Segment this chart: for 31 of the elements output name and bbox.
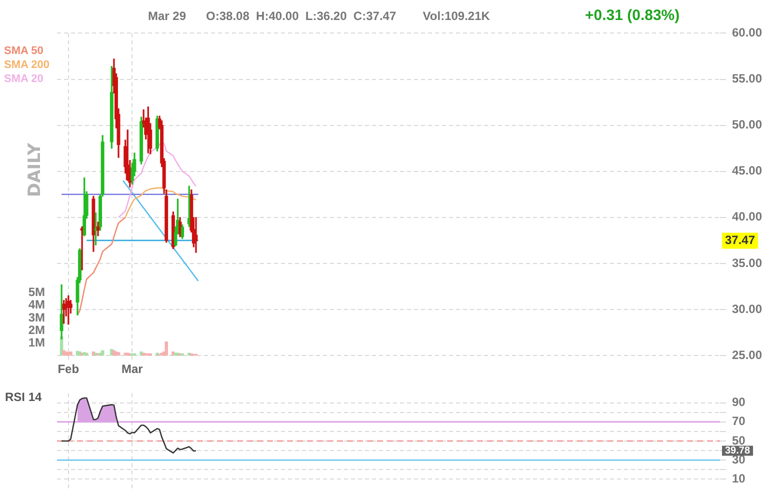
y-tick-label: 25.00 xyxy=(732,348,762,362)
bar xyxy=(116,352,120,356)
bar xyxy=(164,341,168,356)
y-tick-label: 30.00 xyxy=(732,302,762,316)
text: 39.78 xyxy=(725,446,750,457)
y-tick-label: 90 xyxy=(732,395,746,410)
text: SMA 20 xyxy=(4,72,44,86)
y2-tick-label: 3M xyxy=(28,310,45,324)
y2-tick-label: 4M xyxy=(28,298,45,312)
y-tick-label: 40.00 xyxy=(732,210,762,224)
text: DAILY xyxy=(25,142,45,198)
y-tick-label: 55.00 xyxy=(732,72,762,86)
y-tick-label: 70 xyxy=(732,414,746,428)
x-tick-label: Mar xyxy=(122,362,144,376)
y-tick-label: 60.00 xyxy=(732,26,762,40)
text: SMA 50 xyxy=(4,44,44,58)
y2-tick-label: 1M xyxy=(28,335,45,350)
y-tick-label: 50 xyxy=(732,433,746,448)
chart-title: RSI 14 xyxy=(5,390,42,404)
text: SMA 200 xyxy=(4,58,50,72)
y2-tick-label: 5M xyxy=(28,285,45,300)
y-tick-label: 50.00 xyxy=(732,118,762,132)
y-tick-label: 45.00 xyxy=(732,164,762,178)
chart-subtitle: Mar 29 O:38.08 H:40.00 L:36.20 C:37.47 Vol:109.21K xyxy=(148,9,490,23)
y-tick-label: 10 xyxy=(732,472,746,486)
text: +0.31 (0.83%) xyxy=(585,7,680,24)
text: 37.47 xyxy=(725,233,756,248)
bar xyxy=(180,353,184,356)
x-tick-label: Feb xyxy=(58,362,80,376)
y-tick-label: 35.00 xyxy=(732,256,762,270)
y2-tick-label: 2M xyxy=(28,322,45,337)
